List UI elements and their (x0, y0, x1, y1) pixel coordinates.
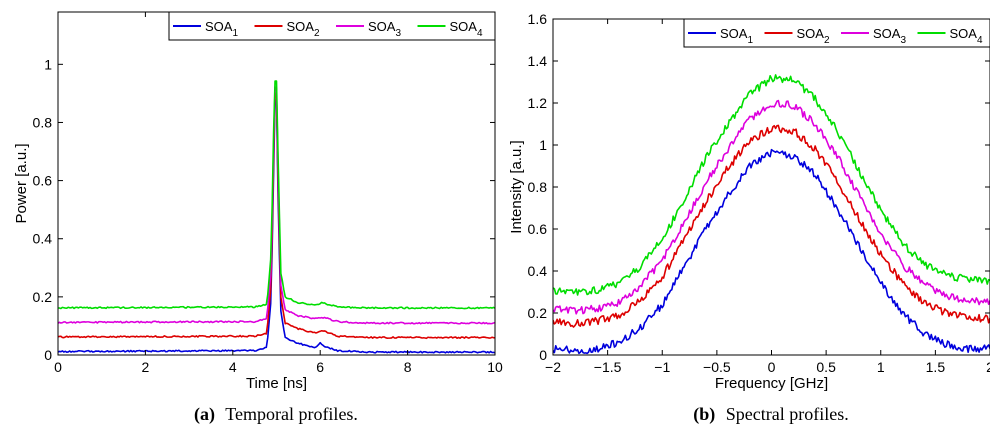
legend-label-name: SOA (450, 19, 478, 34)
legend-label-subscript: 2 (824, 35, 830, 46)
chart-a-legend: SOA1 SOA2 SOA3 SOA4 (168, 11, 496, 41)
legend-label-subscript: 2 (314, 28, 320, 39)
legend-label-subscript: 4 (477, 28, 483, 39)
chart-a-xtick-label: 6 (316, 359, 324, 375)
caption-b-text: Spectral profiles. (726, 404, 849, 424)
chart-b-series-soa2-line (553, 124, 990, 328)
chart-b-legend-label-soa4: SOA4 (950, 26, 983, 46)
legend-label-subscript: 3 (900, 35, 906, 46)
chart-b-xtick-label: −1 (654, 359, 670, 375)
chart-b-xtick-label: 0 (768, 359, 776, 375)
chart-a-ytick-label: 0 (44, 347, 52, 363)
legend-label-name: SOA (368, 19, 396, 34)
chart-b-series-soa4-line (553, 74, 990, 296)
chart-b-ytick-label: 0.8 (528, 179, 548, 195)
chart-a-xtick-label: 10 (487, 359, 503, 375)
chart-a-xtick-label: 2 (142, 359, 150, 375)
chart-b-xtick-label: −1.5 (594, 359, 622, 375)
chart-a-y-axis-label: Power [a.u.] (13, 143, 30, 223)
legend-label-name: SOA (797, 26, 825, 41)
legend-label-subscript: 1 (747, 35, 753, 46)
chart-b-xtick-label: −0.5 (703, 359, 731, 375)
chart-a-series-soa3-line (58, 86, 495, 325)
chart-b-ytick-label: 0.6 (528, 221, 548, 237)
chart-a-ytick-label: 1 (44, 56, 52, 72)
caption-a-text: Temporal profiles. (225, 404, 358, 424)
chart-b-legend: SOA1 SOA2 SOA3 SOA4 (683, 18, 990, 48)
caption-b: (b) Spectral profiles. (693, 404, 848, 425)
chart-b-ytick-label: 1 (539, 137, 547, 153)
legend-label-name: SOA (950, 26, 978, 41)
legend-label-subscript: 4 (977, 35, 983, 46)
chart-a-xtick-label: 0 (54, 359, 62, 375)
chart-a-ytick-label: 0.8 (33, 114, 53, 130)
chart-b-ytick-label: 0.4 (528, 263, 548, 279)
chart-b-legend-label-soa1: SOA1 (720, 26, 753, 46)
caption-a: (a) Temporal profiles. (194, 404, 358, 425)
chart-b-xtick-label: −2 (545, 359, 561, 375)
chart-a-axes-box (57, 11, 496, 356)
chart-b-series-soa1-line (553, 148, 990, 355)
caption-b-label: (b) (693, 404, 715, 425)
chart-spectral-profiles: −2 −1.5 −1 −0.5 0 0.5 1 1.5 2 0 0.2 0.4 0.6 0.8 1 1.2 1.… (508, 11, 990, 392)
chart-b-axes-box (552, 18, 990, 356)
chart-b-series-soa3-line (553, 99, 990, 315)
chart-a-ytick-label: 0.6 (33, 173, 53, 189)
chart-b-xtick-label: 1.5 (926, 359, 946, 375)
chart-b-ytick-label: 1.4 (528, 53, 548, 69)
chart-a-legend-label-soa4: SOA4 (450, 19, 483, 39)
legend-label-name: SOA (205, 19, 233, 34)
chart-a-ytick-label: 0.4 (33, 231, 53, 247)
legend-label-subscript: 3 (395, 28, 401, 39)
chart-b-legend-label-soa2: SOA2 (797, 26, 830, 46)
chart-a-series-soa4-line (58, 80, 495, 310)
chart-b-xtick-label: 0.5 (816, 359, 836, 375)
chart-temporal-profiles: 0 2 4 6 8 10 0 0.2 0.4 0.6 0.8 1 Time [ns] Power [a.u… (13, 11, 503, 392)
chart-b-ytick-label: 1.2 (528, 95, 548, 111)
chart-b-series-group (553, 74, 990, 355)
chart-b-y-axis-label: Intensity [a.u.] (508, 140, 525, 233)
chart-b-xtick-label: 1 (877, 359, 885, 375)
chart-a-legend-label-soa1: SOA1 (205, 19, 238, 39)
chart-a-legend-label-soa3: SOA3 (368, 19, 401, 39)
chart-a-series-group (58, 80, 495, 354)
chart-b-xtick-label: 2 (986, 359, 990, 375)
legend-label-subscript: 1 (232, 28, 238, 39)
chart-b-ytick-label: 0.2 (528, 305, 548, 321)
chart-a-legend-label-soa2: SOA2 (287, 19, 320, 39)
chart-a-ytick-label: 0.2 (33, 289, 53, 305)
legend-label-name: SOA (720, 26, 748, 41)
chart-b-x-axis-label: Frequency [GHz] (715, 375, 828, 392)
chart-a-x-axis-label: Time [ns] (246, 375, 307, 392)
chart-a-xtick-label: 8 (404, 359, 412, 375)
legend-label-name: SOA (287, 19, 315, 34)
chart-a-xtick-label: 4 (229, 359, 237, 375)
chart-b-ytick-label: 0 (539, 347, 547, 363)
chart-b-legend-label-soa3: SOA3 (873, 26, 906, 46)
legend-label-name: SOA (873, 26, 901, 41)
caption-a-label: (a) (194, 404, 215, 425)
chart-b-ytick-label: 1.6 (528, 11, 548, 27)
